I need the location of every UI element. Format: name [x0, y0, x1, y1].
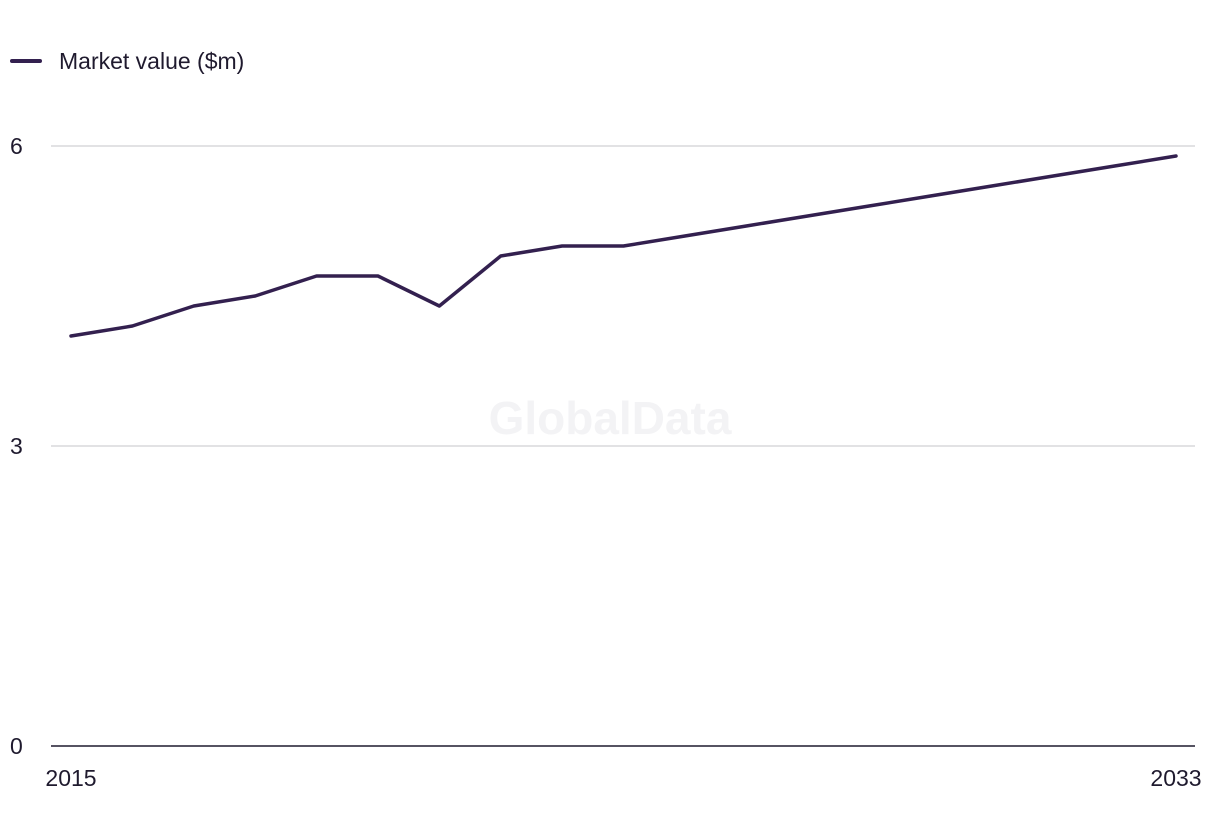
x-tick-label: 2015 [45, 765, 96, 791]
y-tick-label: 3 [10, 433, 23, 459]
legend-label: Market value ($m) [59, 47, 245, 74]
legend-swatch [10, 59, 42, 63]
legend: Market value ($m) [10, 46, 244, 76]
x-tick-label: 2033 [1150, 765, 1201, 791]
y-tick-label: 6 [10, 133, 23, 159]
y-tick-label: 0 [10, 733, 23, 759]
watermark: GlobalData [489, 392, 732, 444]
